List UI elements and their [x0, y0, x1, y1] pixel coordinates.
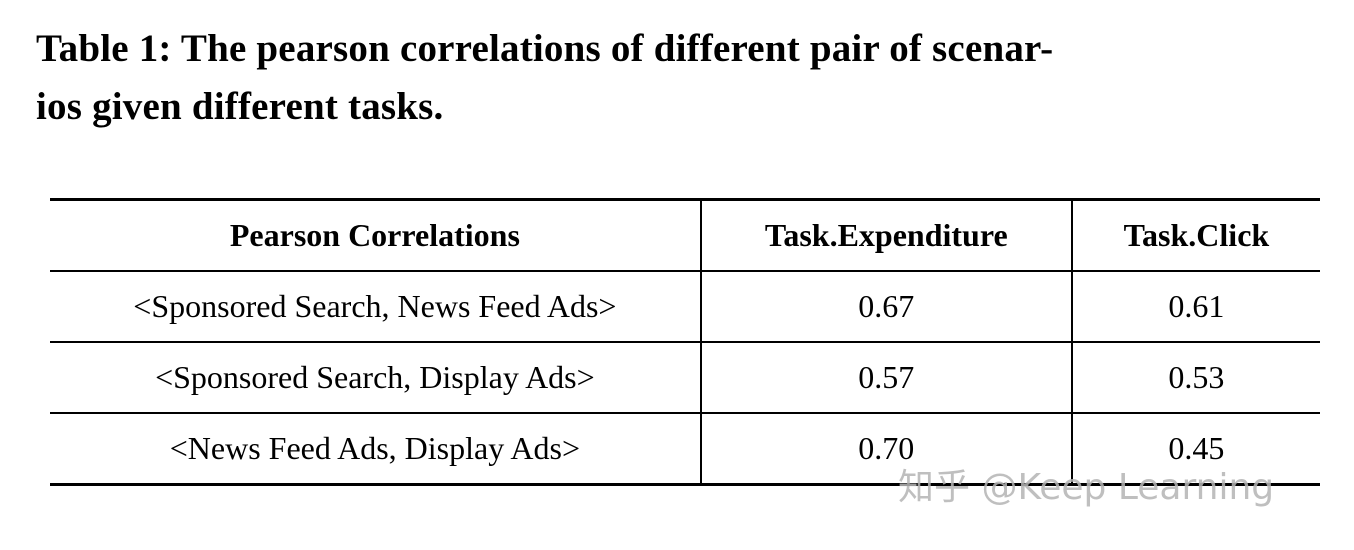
table-row-sponsored-display: <Sponsored Search, Display Ads> 0.57 0.5… — [50, 342, 1320, 413]
cell-task-click: 0.45 — [1070, 413, 1320, 485]
table-header-row: Pearson Correlations Task.Expenditure Ta… — [50, 199, 1320, 271]
cell-task-expenditure: 0.57 — [699, 342, 1072, 413]
table-row-sponsored-newsfeed: <Sponsored Search, News Feed Ads> 0.67 0… — [50, 271, 1320, 342]
table-caption: Table 1: The pearson correlations of dif… — [36, 20, 1053, 136]
cell-task-click: 0.61 — [1070, 271, 1320, 342]
row-label-pair: <Sponsored Search, Display Ads> — [155, 359, 595, 395]
row-label-pair: <Sponsored Search, News Feed Ads> — [133, 288, 617, 324]
table-row-newsfeed-display: <News Feed Ads, Display Ads> 0.70 0.45 — [50, 413, 1320, 485]
cell-task-click: 0.53 — [1070, 342, 1320, 413]
caption-line-2: ios given different tasks. — [36, 85, 444, 128]
header-pearson-correlations: Pearson Correlations — [229, 217, 520, 253]
caption-line-1: Table 1: The pearson correlations of dif… — [36, 27, 1054, 70]
row-label-pair: <News Feed Ads, Display Ads> — [169, 430, 581, 466]
cell-task-expenditure: 0.70 — [699, 413, 1072, 485]
header-task-click: Task.Click — [1070, 199, 1320, 271]
cell-task-expenditure: 0.67 — [699, 271, 1072, 342]
header-task-expenditure: Task.Expenditure — [699, 199, 1072, 271]
pearson-correlations-table: Pearson Correlations Task.Expenditure Ta… — [50, 198, 1320, 486]
